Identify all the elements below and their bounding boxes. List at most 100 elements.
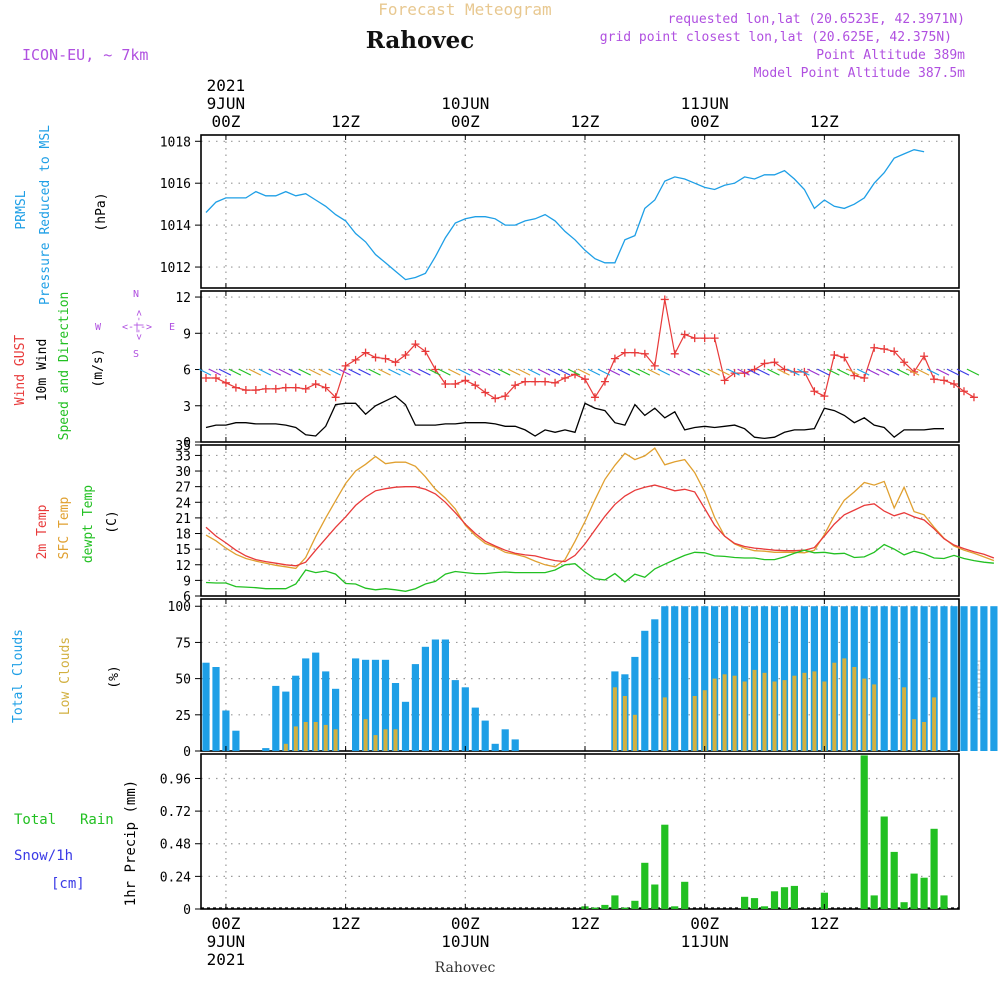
low-cloud-bar bbox=[842, 658, 847, 751]
rain-bar bbox=[780, 887, 789, 909]
pressure-name-label: PRMSL bbox=[14, 190, 29, 229]
wind-dir-arrow bbox=[667, 368, 681, 376]
low-cloud-bar bbox=[762, 672, 767, 751]
temp-labels: 2m Temp SFC Temp dewpt Temp (C) bbox=[35, 485, 120, 563]
total-cloud-bar bbox=[701, 606, 709, 751]
y-tick-label: 1016 bbox=[160, 177, 191, 192]
y-tick-label: 1014 bbox=[160, 219, 191, 234]
gust-marker bbox=[231, 383, 240, 392]
rain-bar bbox=[790, 885, 798, 909]
gust-marker bbox=[421, 347, 430, 356]
total-cloud-bar bbox=[980, 606, 988, 751]
y-tick-label: 50 bbox=[175, 673, 191, 688]
wind-labels: Wind GUST 10m Wind Speed and Direction (… bbox=[13, 289, 175, 440]
wind-dir-arrow bbox=[757, 368, 770, 376]
temp-unit-label: (C) bbox=[105, 510, 120, 533]
gust-label: Wind GUST bbox=[13, 335, 28, 406]
low-cloud-bar bbox=[752, 669, 757, 751]
time-label-top: 10JUN bbox=[441, 94, 489, 113]
rain-bar bbox=[671, 906, 679, 909]
wind-dir-arrow bbox=[707, 368, 720, 376]
y-tick-label: 9 bbox=[183, 327, 191, 342]
compass-w: W bbox=[95, 322, 102, 333]
time-label-bottom: 12Z bbox=[331, 914, 360, 933]
wind-dir-arrow bbox=[966, 368, 980, 376]
low-cloud-bar bbox=[862, 678, 867, 751]
low-cloud-bar bbox=[612, 687, 617, 751]
wind-dir-arrow bbox=[677, 368, 690, 376]
rain-bar bbox=[760, 906, 769, 909]
y-tick-label: 6 bbox=[183, 590, 191, 605]
gust-marker bbox=[341, 361, 350, 370]
total-cloud-bar bbox=[371, 659, 380, 751]
gust-marker bbox=[531, 377, 540, 386]
panel-frame bbox=[200, 598, 960, 752]
wind-dir-arrow bbox=[288, 368, 302, 376]
total-cloud-bar bbox=[381, 659, 390, 751]
low-cloud-bar bbox=[852, 667, 857, 751]
gust-marker bbox=[580, 375, 589, 384]
rain-label-b: Rain bbox=[80, 812, 114, 828]
gust-marker bbox=[680, 330, 689, 339]
total-cloud-bar bbox=[661, 606, 669, 751]
gust-line bbox=[206, 299, 975, 400]
low-cloud-bar bbox=[742, 681, 747, 751]
time-label-bottom: 11JUN bbox=[681, 932, 729, 951]
panel-frame bbox=[200, 444, 960, 597]
low-cloud-bar bbox=[293, 726, 298, 751]
wind-dir-arrow bbox=[946, 368, 960, 376]
wind-dir-arrow bbox=[587, 368, 601, 376]
wind-dir-arrow bbox=[886, 368, 900, 376]
total-cloud-bar bbox=[641, 630, 649, 751]
wind-dir-arrow bbox=[238, 368, 252, 376]
temp2m-label: 2m Temp bbox=[35, 504, 50, 559]
y-tick-label: 1018 bbox=[160, 135, 191, 150]
gust-marker bbox=[640, 349, 649, 358]
wind-dir-arrow bbox=[597, 368, 611, 376]
gust-marker bbox=[211, 373, 220, 382]
wind-dir-arrow bbox=[308, 368, 321, 376]
gust-marker bbox=[271, 384, 280, 393]
speed-dir-label: Speed and Direction bbox=[57, 292, 72, 441]
y-tick-label: 12 bbox=[175, 559, 191, 574]
time-label-top: 12Z bbox=[810, 112, 839, 131]
wind-dir-arrow bbox=[607, 368, 621, 376]
y-tick-label: 33 bbox=[175, 449, 191, 464]
gust-marker bbox=[950, 380, 959, 389]
total-cloud-bar bbox=[491, 743, 499, 751]
app-title: Forecast Meteogram bbox=[378, 0, 551, 19]
wind10-label: 10m Wind bbox=[35, 339, 50, 402]
gust-marker bbox=[261, 384, 270, 393]
gust-marker bbox=[451, 380, 460, 389]
wind-dir-arrow bbox=[517, 368, 531, 376]
gust-marker bbox=[441, 380, 450, 389]
wind-dir-arrow bbox=[637, 368, 651, 376]
time-label-top: 12Z bbox=[331, 112, 360, 131]
total-cloud-bar bbox=[262, 748, 270, 751]
time-label-bottom: 00Z bbox=[690, 914, 719, 933]
sfc-temp-line bbox=[205, 447, 995, 570]
wind-dir-arrow bbox=[936, 368, 950, 376]
plots: 1012101410161018036912691215182124273033… bbox=[160, 76, 998, 969]
total-cloud-bar bbox=[511, 739, 519, 751]
gust-marker bbox=[521, 377, 530, 386]
total-cloud-bar bbox=[391, 683, 400, 751]
sfc-temp-label: SFC Temp bbox=[57, 497, 72, 560]
total-cloud-bar bbox=[421, 646, 429, 751]
total-cloud-bar bbox=[651, 619, 659, 751]
time-label-top: 00Z bbox=[451, 112, 480, 131]
y-tick-label: 25 bbox=[175, 709, 191, 724]
gust-marker bbox=[790, 367, 799, 376]
wind-dir-arrow bbox=[497, 368, 511, 376]
total-cloud-bar bbox=[880, 606, 888, 751]
wind-dir-arrow bbox=[896, 368, 910, 376]
wind-dir-arrow bbox=[797, 368, 810, 376]
wind-dir-arrow bbox=[906, 368, 920, 376]
y-tick-label: 27 bbox=[175, 481, 191, 496]
temp2m-line bbox=[205, 484, 995, 567]
low-cloud-bar bbox=[832, 662, 837, 751]
time-label-top: 2021 bbox=[207, 76, 246, 95]
gust-marker bbox=[610, 354, 619, 363]
wind-dir-arrow bbox=[438, 368, 451, 376]
